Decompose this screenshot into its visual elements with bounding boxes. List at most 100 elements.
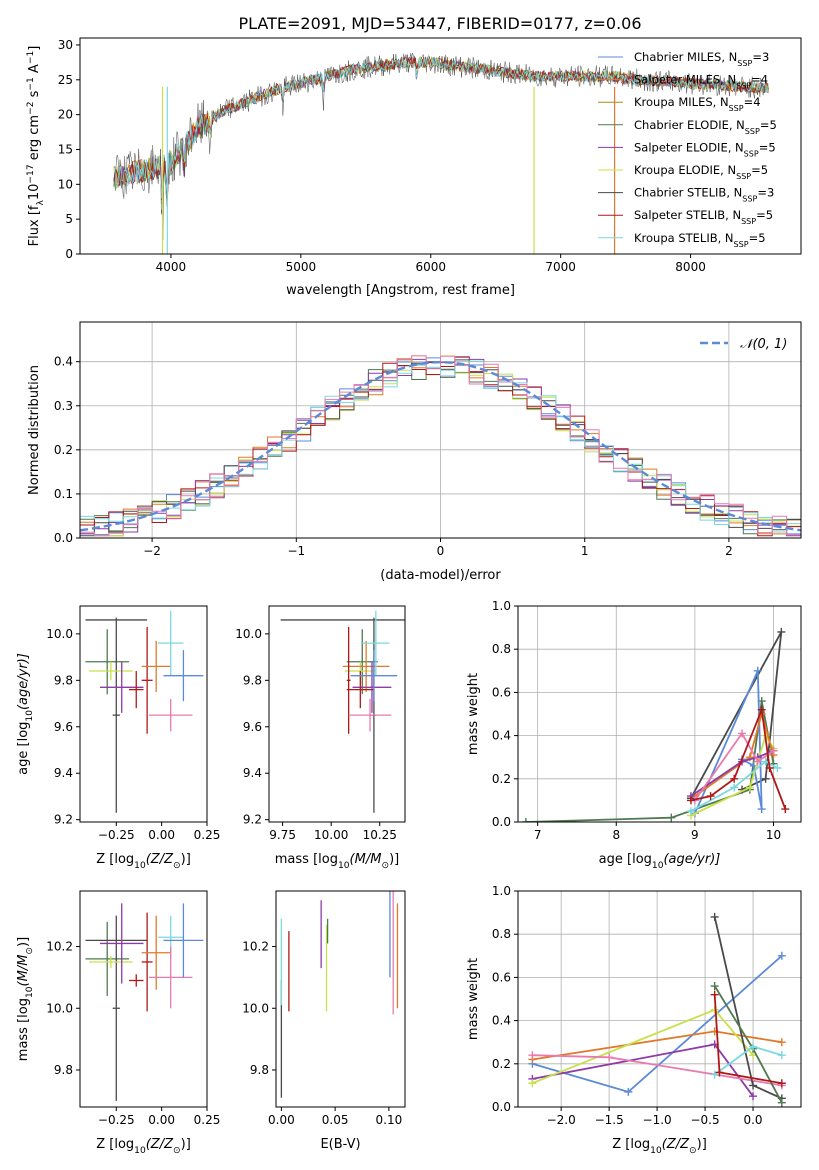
x-tick-label: 4000 xyxy=(156,260,187,274)
y-tick-label: 10.0 xyxy=(46,627,73,641)
plot-area xyxy=(80,355,801,537)
weight-line xyxy=(713,916,783,1100)
y-tick-label: 0.2 xyxy=(492,1057,511,1071)
error-bar-point xyxy=(350,650,398,702)
x-tick-label: −0.25 xyxy=(98,1113,135,1127)
weight-series xyxy=(710,990,786,1088)
error-bar-point xyxy=(141,915,171,990)
x-tick-label: 0.00 xyxy=(148,828,175,842)
y-tick-label: 9.6 xyxy=(243,720,262,734)
weight-series xyxy=(690,729,778,805)
weight-marker xyxy=(715,1068,724,1077)
x-tick-label: −0.25 xyxy=(98,828,135,842)
weight-marker xyxy=(757,805,766,814)
x-tick-label: 9 xyxy=(691,828,699,842)
error-bar-point xyxy=(128,974,144,987)
weight-line xyxy=(694,731,775,801)
weight-line xyxy=(690,760,778,812)
error-bar-point xyxy=(85,921,129,996)
x-tick-label: 10.25 xyxy=(363,828,397,842)
x-tick-label: 0 xyxy=(437,544,445,558)
x-axis-label: (data-model)/error xyxy=(380,568,501,583)
y-tick-label: 10.0 xyxy=(46,1001,73,1015)
weight-marker xyxy=(521,818,530,822)
weight-marker xyxy=(686,796,695,805)
x-tick-label: 2 xyxy=(725,544,733,558)
error-bar-point xyxy=(85,629,129,695)
axes-frame xyxy=(517,890,802,1108)
legend-label: Salpeter STELIB, NSSP=5 xyxy=(634,208,773,226)
weight-marker xyxy=(710,1070,719,1079)
y-tick-label: 0.6 xyxy=(492,970,511,984)
y-tick-label: 0.4 xyxy=(492,1014,511,1028)
weight-marker xyxy=(528,1051,537,1060)
y-tick-label: 9.4 xyxy=(54,766,73,780)
weight-line xyxy=(713,994,782,1085)
error-bar-point xyxy=(352,661,392,713)
weight-series xyxy=(710,1042,786,1079)
error-bar-point xyxy=(346,671,374,709)
y-tick-label: 0.8 xyxy=(492,642,511,656)
error-bar-point xyxy=(348,698,392,732)
axes-frame xyxy=(275,890,406,1108)
error-bar-point xyxy=(99,661,144,713)
weight-marker xyxy=(749,1081,758,1090)
x-tick-label: −1.5 xyxy=(595,1113,624,1127)
y-tick-label: 0.2 xyxy=(492,772,511,786)
y-tick-label: 9.8 xyxy=(243,673,262,687)
y-axis-label: Flux [fλ10−17 erg cm−2 s−1 A−1] xyxy=(26,46,46,247)
weight-marker xyxy=(749,1042,758,1051)
weight-marker xyxy=(667,813,676,822)
axes-frame xyxy=(79,37,802,255)
weight-marker xyxy=(777,1038,786,1047)
y-axis-label: mass [log10(M/M⊙)] xyxy=(16,937,35,1061)
x-axis-label: age [log10(age/yr)] xyxy=(599,852,721,871)
error-bar-point xyxy=(141,640,171,692)
y-tick-label: 0.4 xyxy=(492,729,511,743)
weight-marker xyxy=(753,666,762,675)
weight-line xyxy=(694,710,775,797)
weight-marker xyxy=(781,805,790,814)
weight-marker xyxy=(761,774,770,783)
weight-marker xyxy=(624,1087,633,1096)
weight-marker xyxy=(777,1079,786,1088)
y-tick-label: 5 xyxy=(65,212,73,226)
y-tick-label: 0.0 xyxy=(492,1100,511,1114)
x-axis-label: Z [log10(Z/Z⊙)] xyxy=(612,1137,707,1156)
legend-label: Chabrier STELIB, NSSP=3 xyxy=(634,186,774,204)
mass-vs-Z-chart: −0.25 0.00 0.25 9.8 10.0 10.2 Z [log10(Z/Z⊙)] m… xyxy=(16,890,220,1156)
error-bar-point xyxy=(89,955,133,969)
spectrum-line xyxy=(113,57,769,199)
x-tick-label: 9.75 xyxy=(269,828,296,842)
weight-line xyxy=(690,631,783,799)
y-tick-label: 10.2 xyxy=(46,940,73,954)
weight-marker xyxy=(769,746,778,755)
weight-series xyxy=(528,1005,758,1088)
weight-series xyxy=(686,705,790,814)
weight-marker xyxy=(749,1092,758,1101)
error-bar-point xyxy=(148,698,193,732)
y-tick-label: 10.0 xyxy=(235,627,262,641)
y-tick-label: 9.8 xyxy=(250,1063,269,1077)
histogram-step xyxy=(80,360,801,533)
error-bar-point xyxy=(141,912,153,1012)
x-axis-label: Z [log10(Z/Z⊙)] xyxy=(96,852,191,871)
x-tick-label: −1.0 xyxy=(643,1113,672,1127)
residuals-chart: −2 −1 0 1 2 0.0 0.1 0.2 0.3 0.4 (data-model)/error… xyxy=(27,321,802,583)
x-tick-label: 1 xyxy=(581,544,589,558)
weight-line xyxy=(690,749,774,797)
y-tick-label: 0.6 xyxy=(492,685,511,699)
y-tick-label: 9.4 xyxy=(243,766,262,780)
gaussian-curve xyxy=(80,360,801,532)
error-bar-point xyxy=(158,610,184,676)
x-tick-label: 10 xyxy=(766,828,781,842)
x-tick-label: 0.00 xyxy=(148,1113,175,1127)
weight-marker xyxy=(730,774,739,783)
x-axis-label: wavelength [Angstrom, rest frame] xyxy=(286,283,515,298)
x-tick-label: 0.00 xyxy=(268,1113,295,1127)
legend: Chabrier MILES, NSSP=3 Salpeter MILES, NS… xyxy=(598,50,777,248)
weight-line xyxy=(690,706,787,810)
weight-marker xyxy=(710,990,719,999)
plot-area xyxy=(528,912,786,1107)
weight-series xyxy=(686,757,782,816)
